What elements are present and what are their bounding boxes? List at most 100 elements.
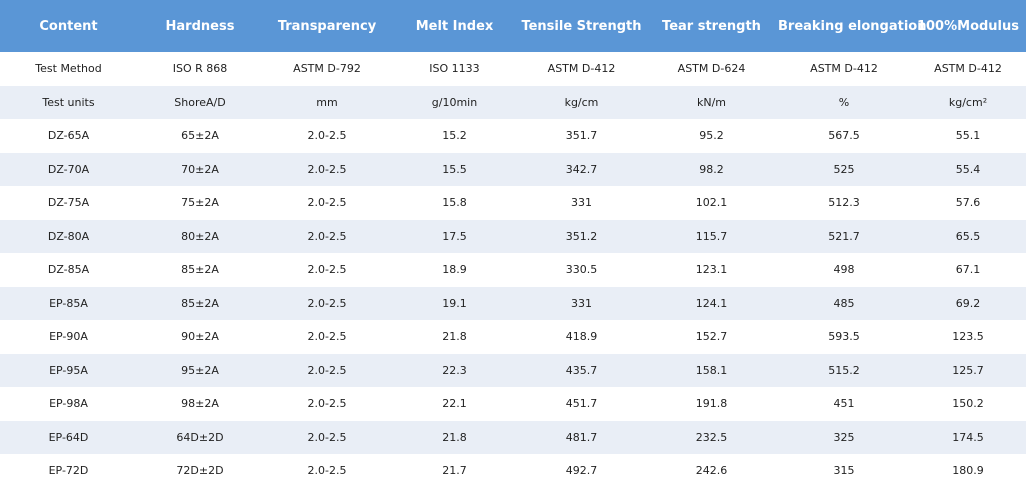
table-cell: kN/m (645, 85, 778, 119)
table-cell: 485 (778, 286, 910, 320)
table-row: EP-85A 85±2A 2.0-2.5 19.1 331 124.1 485 69.2 (0, 286, 1026, 320)
table-row: EP-72D 72D±2D 2.0-2.5 21.7 492.7 242.6 315 180.… (0, 454, 1026, 488)
table-cell: 180.9 (952, 464, 984, 478)
table-cell: 2.0-2.5 (307, 263, 347, 277)
table-cell: 85±2A (181, 263, 219, 277)
table-cell: 152.7 (695, 330, 728, 344)
table-cell: Test Method (35, 62, 102, 76)
table-cell: 342.7 (518, 152, 645, 186)
table-cell: ASTM D-624 (677, 62, 746, 76)
table-cell: 102.1 (695, 196, 728, 210)
table-row: DZ-65A 65±2A 2.0-2.5 15.2 351.7 95.2 567.5 55.1 (0, 119, 1026, 153)
table-cell: 512.3 (828, 196, 860, 210)
table-cell: 124.1 (645, 286, 778, 320)
table-cell: 21.7 (442, 464, 467, 478)
table-cell: DZ-70A (0, 152, 137, 186)
table-cell: EP-85A (0, 286, 137, 320)
table-cell: 75±2A (181, 196, 219, 210)
table-cell: 331 (518, 286, 645, 320)
header-row: Content Hardness Transparency Melt Index Ten… (0, 0, 1026, 52)
table-cell: EP-72D (48, 464, 89, 478)
table-cell: DZ-65A (47, 129, 90, 143)
table-cell: 315 (833, 464, 855, 478)
table-cell: 80±2A (137, 219, 263, 253)
table-cell: 2.0-2.5 (307, 397, 347, 411)
table-cell: DZ-75A (47, 196, 90, 210)
table-cell: 2.0-2.5 (307, 464, 347, 478)
table-cell: DZ-80A (0, 219, 137, 253)
table-body: Test Method ISO R 868 ASTM D-792 ISO 1133 AS… (0, 52, 1026, 488)
table-cell: EP-64D (0, 420, 137, 454)
header-cell: Content (0, 0, 137, 52)
header-cell: Melt Index (391, 0, 518, 52)
table-cell: ShoreA/D (137, 85, 263, 119)
table-cell: 65.5 (910, 219, 1026, 253)
table-cell: 70±2A (137, 152, 263, 186)
table-cell: kg/cm² (910, 85, 1026, 119)
table-cell: 64D±2D (137, 420, 263, 454)
table-cell: 15.8 (442, 196, 467, 210)
table-cell: ISO R 868 (172, 62, 228, 76)
table-cell: 2.0-2.5 (263, 219, 391, 253)
table-cell: 17.5 (391, 219, 518, 253)
table-cell: 57.6 (955, 196, 981, 210)
table-cell: 158.1 (645, 353, 778, 387)
table-cell: 125.7 (910, 353, 1026, 387)
header-cell: Hardness (137, 0, 263, 52)
table-cell: 330.5 (565, 263, 598, 277)
table-cell: 435.7 (518, 353, 645, 387)
table-cell: 515.2 (778, 353, 910, 387)
table-cell: 2.0-2.5 (307, 330, 347, 344)
table-cell: 15.5 (391, 152, 518, 186)
table-cell: DZ-85A (47, 263, 90, 277)
table-cell: kg/cm (518, 85, 645, 119)
table-cell: 85±2A (137, 286, 263, 320)
table-cell: 242.6 (695, 464, 728, 478)
table-cell: 65±2A (181, 129, 219, 143)
table-row: DZ-70A 70±2A 2.0-2.5 15.5 342.7 98.2 525 55.4 (0, 152, 1026, 186)
table-cell: 115.7 (645, 219, 778, 253)
table-cell: 18.9 (442, 263, 467, 277)
table-cell: 174.5 (910, 420, 1026, 454)
table-cell: 351.7 (565, 129, 598, 143)
table-cell: 481.7 (518, 420, 645, 454)
table-row: DZ-85A 85±2A 2.0-2.5 18.9 330.5 123.1 498 67.1 (0, 253, 1026, 287)
table-cell: EP-98A (49, 397, 88, 411)
table-cell: 95.2 (699, 129, 724, 143)
table-cell: 55.4 (910, 152, 1026, 186)
table-row: Test Method ISO R 868 ASTM D-792 ISO 1133 AS… (0, 52, 1026, 86)
table-cell: 2.0-2.5 (263, 353, 391, 387)
table-cell: mm (263, 85, 391, 119)
table-row: EP-98A 98±2A 2.0-2.5 22.1 451.7 191.8 451 150.2 (0, 387, 1026, 421)
table-cell: 331 (571, 196, 592, 210)
table-cell: ISO 1133 (429, 62, 480, 76)
table-cell: % (778, 85, 910, 119)
table-cell: g/10min (391, 85, 518, 119)
table-row: EP-64D 64D±2D 2.0-2.5 21.8 481.7 232.5 325 174.… (0, 420, 1026, 454)
header-cell: Transparency (263, 0, 391, 52)
table-cell: 521.7 (778, 219, 910, 253)
table-cell: 69.2 (910, 286, 1026, 320)
table-cell: 2.0-2.5 (263, 152, 391, 186)
table-cell: ASTM D-412 (934, 62, 1002, 76)
table-cell: 22.1 (442, 397, 467, 411)
table-row: EP-95A 95±2A 2.0-2.5 22.3 435.7 158.1 515.2 125… (0, 353, 1026, 387)
table-cell: 55.1 (955, 129, 981, 143)
table-row: DZ-75A 75±2A 2.0-2.5 15.8 331 102.1 512.3 57.6 (0, 186, 1026, 220)
table-cell: 19.1 (391, 286, 518, 320)
table-row: Test units ShoreA/D mm g/10min kg/cm kN/m% kg/… (0, 85, 1026, 119)
table-cell: 15.2 (442, 129, 467, 143)
table-cell: 72D±2D (176, 464, 224, 478)
header-cell: Breaking elongation (778, 0, 927, 52)
table-cell: 232.5 (645, 420, 778, 454)
header-cell: Tensile Strength (518, 0, 645, 52)
table-cell: 22.3 (391, 353, 518, 387)
table-cell: 351.2 (518, 219, 645, 253)
table-cell: 418.9 (565, 330, 598, 344)
table-cell: 2.0-2.5 (263, 286, 391, 320)
table-cell: 451 (833, 397, 855, 411)
header-cell: 100%Modulus (910, 0, 1026, 52)
table-cell: 191.8 (695, 397, 728, 411)
table-cell: ASTM D-412 (547, 62, 616, 76)
